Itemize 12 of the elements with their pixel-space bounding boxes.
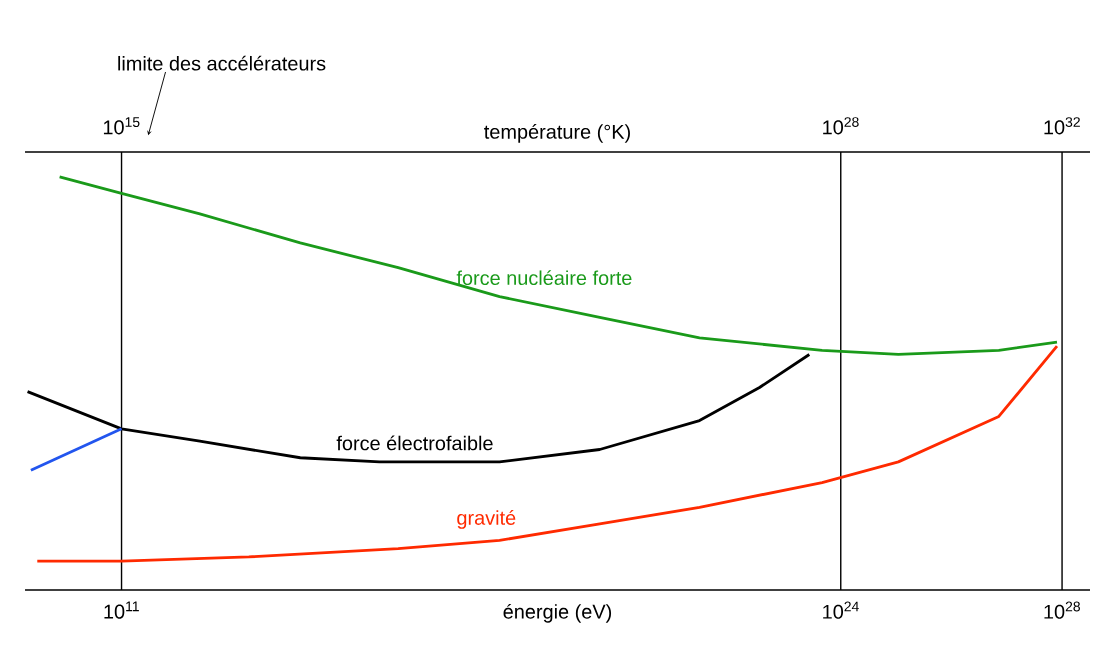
series-label: force électrofaible [336, 435, 493, 451]
x-tick-label: 10$^{28}$ [1044, 601, 1080, 619]
x2-axis-title: température (°K) [484, 123, 630, 143]
text: 10$^{32}$ [1044, 117, 1080, 135]
text: 10$^{28}$ [823, 117, 859, 135]
x-axis-title: énergie (eV) [503, 603, 612, 623]
series-label: gravité [457, 510, 516, 529]
x-tick-label: 10$^{11}$ [104, 601, 139, 619]
series-label: force nucléaire forte [456, 270, 632, 286]
text: 10$^{15}$ [103, 117, 140, 135]
x-tick-label: 10$^{24}$ [823, 601, 859, 619]
text: limite des accélérateurs [118, 55, 326, 71]
